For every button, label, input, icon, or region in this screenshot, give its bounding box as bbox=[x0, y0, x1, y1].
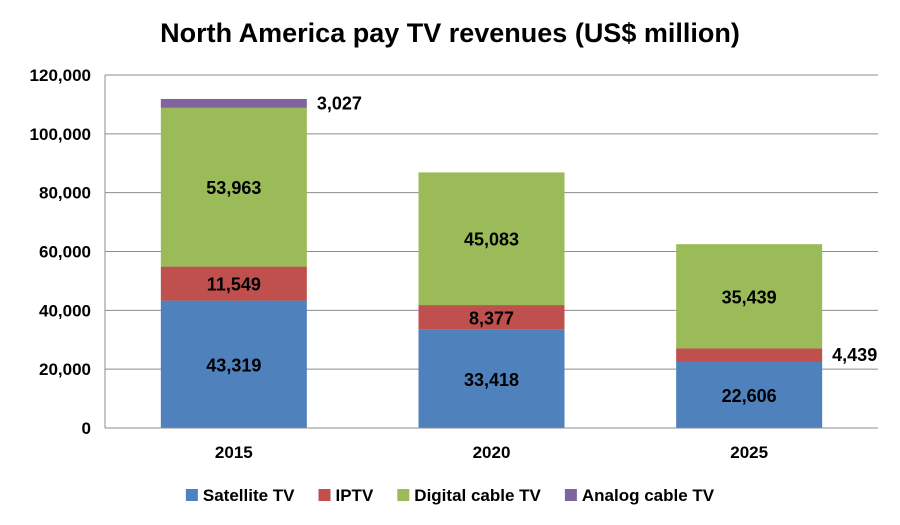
bars bbox=[160, 98, 823, 428]
data-label: 53,963 bbox=[206, 178, 261, 198]
bar-segment bbox=[160, 107, 307, 267]
data-label: 8,377 bbox=[469, 308, 514, 328]
legend-swatch bbox=[397, 489, 410, 501]
y-axis-ticks: 0 20,000 40,000 60,000 80,000 100,000 120,000 bbox=[30, 66, 91, 438]
bar-segment bbox=[160, 98, 307, 108]
legend: Satellite TV IPTV Digital cable TV Analog c… bbox=[185, 486, 715, 505]
legend-label: IPTV bbox=[336, 486, 374, 505]
legend-swatch bbox=[564, 489, 577, 501]
data-label: 43,319 bbox=[206, 355, 261, 375]
bar-segment bbox=[418, 172, 565, 306]
data-label: 35,439 bbox=[722, 287, 777, 307]
y-tick-label: 0 bbox=[82, 419, 91, 438]
legend-swatch bbox=[185, 489, 198, 501]
chart-title: North America pay TV revenues (US$ milli… bbox=[160, 18, 740, 48]
y-tick-label: 120,000 bbox=[30, 66, 91, 85]
x-tick-label: 2025 bbox=[730, 443, 768, 462]
x-tick-label: 2020 bbox=[473, 443, 511, 462]
y-tick-label: 20,000 bbox=[39, 360, 91, 379]
data-label: 22,606 bbox=[722, 386, 777, 406]
bar-segment bbox=[676, 348, 823, 362]
bar-segment bbox=[160, 266, 307, 301]
data-label: 3,027 bbox=[317, 93, 362, 113]
bar-segment bbox=[418, 329, 565, 428]
legend-label: Analog cable TV bbox=[582, 486, 715, 505]
legend-swatch bbox=[318, 489, 331, 501]
data-label: 45,083 bbox=[464, 230, 519, 250]
x-tick-label: 2015 bbox=[215, 443, 253, 462]
y-tick-label: 80,000 bbox=[39, 184, 91, 203]
data-label: 33,418 bbox=[464, 370, 519, 390]
bar-segment bbox=[676, 361, 823, 428]
bar-segment bbox=[160, 300, 307, 428]
bar-segment bbox=[676, 244, 823, 349]
bar-segment bbox=[418, 305, 565, 330]
data-label: 4,439 bbox=[832, 345, 877, 365]
x-axis-ticks: 2015 2020 2025 bbox=[105, 427, 878, 462]
legend-label: Digital cable TV bbox=[414, 486, 541, 505]
y-tick-label: 40,000 bbox=[39, 301, 91, 320]
data-label: 11,549 bbox=[207, 275, 261, 295]
y-tick-label: 60,000 bbox=[39, 243, 91, 262]
legend-label: Satellite TV bbox=[203, 486, 295, 505]
y-tick-label: 100,000 bbox=[30, 125, 91, 144]
data-labels: 43,319 11,549 53,963 3,027 33,418 8,377 45,083… bbox=[206, 93, 877, 405]
